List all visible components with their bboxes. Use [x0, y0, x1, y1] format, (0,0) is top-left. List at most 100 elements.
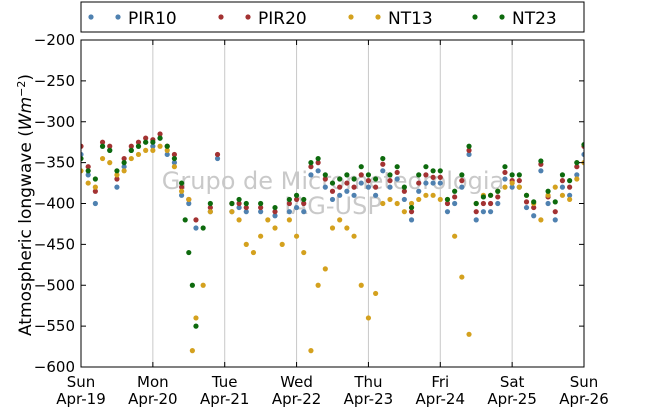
legend-marker-pir20	[218, 14, 224, 20]
data-point-nt23	[164, 143, 170, 149]
data-point-nt23	[193, 323, 199, 329]
data-point-pir10	[531, 213, 537, 219]
data-point-pir20	[207, 204, 213, 211]
data-point-nt13	[301, 249, 307, 256]
data-point-pir10	[179, 192, 185, 198]
data-point-nt23	[394, 164, 400, 170]
data-point-nt23	[567, 178, 573, 184]
legend-marker-pir10	[115, 14, 121, 20]
data-point-nt23	[444, 196, 451, 203]
data-point-pir20	[214, 151, 221, 158]
x-tick-label-day: Wed	[280, 373, 313, 391]
watermark-line-2: IAG-USP	[284, 192, 382, 220]
data-point-pir10	[186, 200, 192, 207]
data-point-nt13	[272, 225, 278, 231]
data-point-pir10	[365, 184, 372, 190]
data-point-pir10	[387, 184, 393, 190]
data-point-pir20	[559, 178, 566, 184]
data-point-pir10	[401, 196, 407, 203]
data-point-nt23	[308, 160, 314, 166]
data-point-pir10	[150, 143, 156, 149]
data-point-nt13	[459, 274, 465, 280]
data-point-nt23	[236, 196, 242, 203]
y-tick-label: −400	[34, 195, 75, 213]
data-point-pir10	[444, 209, 451, 215]
data-point-pir20	[567, 184, 573, 190]
y-tick-labels: −600 −550 −500 −450 −400 −350 −300 −250 −200	[34, 31, 75, 376]
data-point-nt13	[502, 184, 508, 190]
data-point-nt23	[408, 204, 415, 211]
data-point-nt23	[358, 164, 364, 170]
data-point-nt13	[200, 282, 206, 288]
x-tick-label-day: Mon	[137, 373, 169, 391]
data-point-nt23	[516, 172, 522, 178]
data-point-nt13	[387, 196, 393, 203]
data-point-nt23	[365, 172, 372, 178]
y-tick-label: −600	[34, 358, 75, 376]
data-point-nt23	[293, 192, 300, 198]
data-point-pir10	[258, 209, 264, 215]
data-point-nt23	[207, 200, 213, 207]
data-point-pir20	[401, 188, 407, 194]
data-point-nt13	[380, 200, 386, 207]
x-tick-label-date: Apr-24	[416, 390, 466, 408]
data-point-nt23	[452, 188, 458, 194]
data-point-nt23	[179, 180, 185, 186]
data-point-nt13	[509, 180, 515, 186]
x-tick-label-day: Sun	[67, 373, 96, 391]
data-point-nt23	[85, 168, 91, 174]
data-point-pir10	[552, 217, 558, 223]
data-point-nt13	[559, 192, 566, 198]
data-point-nt13	[81, 168, 84, 174]
data-point-pir10	[408, 217, 415, 223]
legend-items: PIR10 PIR20 NT13 NT23	[88, 9, 557, 29]
data-point-pir10	[329, 196, 336, 203]
data-point-nt13	[114, 172, 120, 178]
data-point-pir20	[286, 200, 292, 207]
data-point-pir10	[581, 151, 584, 158]
data-point-pir10	[459, 184, 465, 190]
y-tick-label: −450	[34, 235, 75, 253]
data-point-pir10	[171, 160, 178, 166]
data-point-nt13	[344, 225, 350, 231]
data-point-pir20	[452, 194, 458, 200]
data-point-pir10	[437, 180, 443, 186]
data-point-pir10	[502, 176, 508, 182]
data-point-pir10	[380, 168, 386, 174]
data-point-nt23	[538, 158, 544, 164]
data-point-pir20	[143, 135, 149, 141]
data-point-nt13	[99, 155, 106, 162]
data-point-nt23	[272, 204, 278, 211]
data-point-nt23	[301, 196, 307, 203]
data-point-pir10	[394, 176, 400, 182]
data-point-pir20	[552, 209, 558, 215]
x-tick-label-date: Apr-25	[487, 390, 537, 408]
data-point-nt13	[150, 147, 156, 153]
legend-label-nt23: NT23	[512, 9, 557, 29]
data-point-nt13	[92, 184, 98, 190]
data-point-nt13	[193, 315, 199, 321]
data-point-nt13	[308, 348, 314, 354]
y-axis-label-unit: Wm	[16, 97, 36, 130]
data-point-nt13	[171, 164, 178, 170]
data-point-nt23	[495, 188, 501, 194]
data-point-nt23	[487, 192, 494, 198]
data-point-nt13	[189, 348, 195, 354]
data-point-pir10	[416, 188, 422, 194]
data-point-pir10	[574, 172, 580, 178]
data-point-nt13	[516, 184, 522, 190]
data-point-pir20	[81, 143, 84, 149]
data-point-nt23	[380, 155, 386, 162]
data-point-nt23	[416, 172, 422, 178]
data-point-pir10	[114, 184, 120, 190]
data-point-pir10	[358, 180, 364, 186]
data-point-nt13	[250, 249, 257, 256]
data-point-nt13	[567, 196, 573, 203]
x-tick-label-date: Apr-23	[344, 390, 394, 408]
data-point-pir10	[214, 155, 221, 162]
legend-marker-nt13	[348, 14, 354, 20]
data-point-pir20	[258, 204, 264, 211]
data-point-pir20	[495, 194, 501, 200]
data-point-nt13	[452, 233, 458, 239]
data-point-nt23	[189, 282, 195, 288]
